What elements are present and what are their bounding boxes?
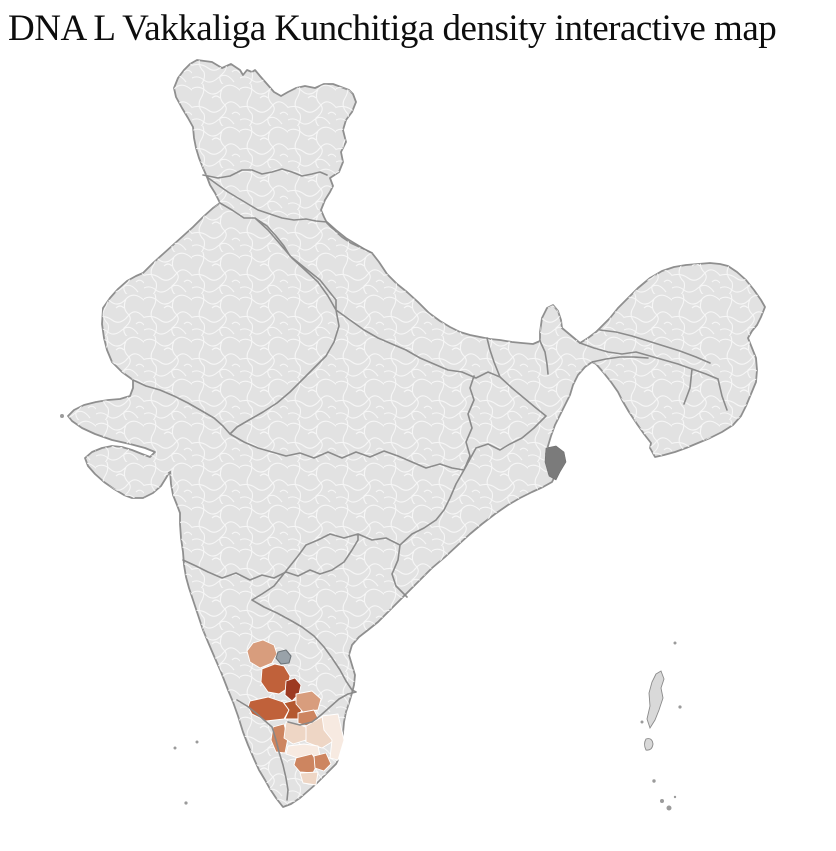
highlight-district-6[interactable]: [296, 691, 321, 712]
islet: [678, 705, 682, 709]
islet: [673, 795, 677, 799]
highlight-district-15[interactable]: [300, 772, 318, 785]
highlighted-districts: [247, 640, 344, 785]
islet: [652, 779, 656, 783]
highlight-district-11[interactable]: [322, 714, 344, 760]
lakshadweep-islands[interactable]: [60, 414, 199, 805]
andaman-main-island[interactable]: [647, 671, 664, 728]
sundarbans-delta: [545, 446, 566, 480]
highlight-district-8[interactable]: [271, 724, 288, 753]
district-texture: [68, 60, 765, 807]
little-andaman-island[interactable]: [645, 739, 654, 751]
islet: [173, 746, 177, 750]
state-borders: [133, 169, 727, 800]
islet: [673, 641, 677, 645]
bengaluru-urban-district[interactable]: [276, 650, 291, 664]
islet: [60, 414, 64, 418]
highlight-district-14[interactable]: [314, 753, 331, 771]
islet: [660, 799, 664, 803]
islet: [195, 740, 199, 744]
islet: [184, 801, 188, 805]
islet: [640, 720, 644, 724]
andaman-nicobar-islands[interactable]: [640, 641, 682, 811]
page-title: DNA L Vakkaliga Kunchitiga density inter…: [8, 8, 777, 49]
islet: [666, 805, 672, 811]
